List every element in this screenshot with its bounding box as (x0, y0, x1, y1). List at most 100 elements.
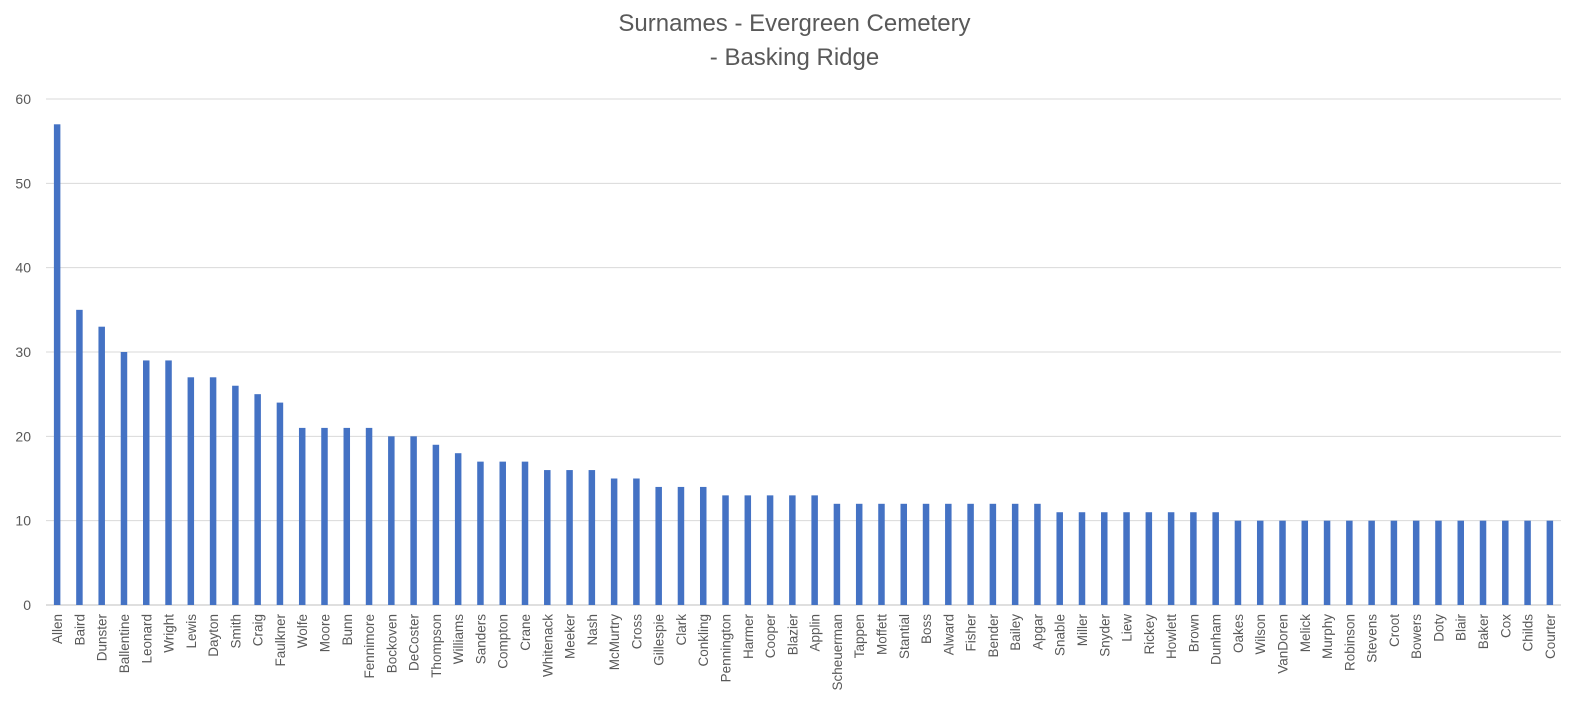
x-tick-label: Bunn (340, 614, 355, 646)
y-tick-label: 10 (15, 513, 31, 529)
y-tick-label: 0 (23, 597, 31, 613)
x-tick-label: Dayton (206, 614, 221, 657)
bar-nash (588, 470, 596, 605)
bar-melick (1301, 520, 1309, 605)
x-tick-label: Nash (585, 614, 600, 646)
bar-fisher (967, 503, 974, 605)
x-tick-label: Faulkner (273, 614, 288, 667)
bar-faulkner (276, 402, 284, 605)
x-tick-label: Childs (1521, 614, 1536, 652)
x-tick-label: Bender (986, 614, 1001, 658)
x-tick-label: Snable (1053, 614, 1068, 656)
y-tick-label: 20 (15, 428, 31, 444)
x-tick-label: Crane (518, 614, 533, 651)
bar-snyder (1101, 512, 1108, 605)
x-tick-label: VanDoren (1276, 614, 1291, 674)
x-tick-label: Blair (1454, 614, 1469, 642)
x-tick-label: Moore (317, 614, 332, 652)
bar-decoster (410, 436, 417, 605)
bar-clark (677, 486, 685, 605)
bar-blair (1457, 520, 1464, 605)
x-tick-label: Applin (808, 614, 823, 652)
x-tick-label: Dunster (95, 614, 110, 662)
y-tick-label: 50 (15, 175, 31, 191)
x-tick-label: Murphy (1320, 614, 1335, 659)
bar-stevens (1368, 520, 1375, 605)
x-tick-label: Blazier (785, 613, 800, 655)
bar-courter (1546, 520, 1554, 605)
x-tick-label: Meeker (563, 613, 578, 659)
chart-title-line-2: - Basking Ridge (709, 44, 880, 71)
bar-gillespie (655, 486, 662, 605)
bar-bailey (1011, 503, 1019, 605)
x-tick-label: Rickey (1142, 614, 1157, 655)
bar-childs (1524, 520, 1531, 605)
x-tick-label: Harmer (741, 614, 756, 660)
x-tick-label: Craig (251, 614, 266, 646)
bar-wolfe (298, 427, 306, 605)
x-tick-label: Fennimore (362, 614, 377, 679)
x-tick-label: Miller (1075, 613, 1090, 646)
y-tick-label: 40 (15, 260, 31, 276)
bar-robinson (1346, 520, 1353, 605)
x-tick-label: McMurtry (607, 614, 622, 670)
bar-applin (811, 495, 818, 605)
bar-blazier (789, 495, 796, 605)
bar-conkling (699, 486, 707, 605)
x-tick-label: Clark (674, 614, 689, 646)
x-tick-label: Stantial (897, 614, 912, 659)
bar-dunham (1212, 512, 1219, 605)
x-tick-label: Robinson (1342, 614, 1357, 671)
x-tick-label: Cross (629, 614, 644, 650)
x-tick-label: Brown (1186, 614, 1201, 652)
x-tick-label: Sanders (473, 614, 488, 665)
bar-fennimore (365, 427, 373, 605)
x-tick-label: Allen (50, 614, 65, 644)
x-tick-label: Oakes (1231, 614, 1246, 653)
x-tick-label: Apgar (1030, 614, 1045, 651)
x-tick-label: DeCoster (407, 614, 422, 672)
bar-apgar (1034, 503, 1041, 605)
x-tick-label: Smith (228, 614, 243, 649)
bar-williams (454, 453, 462, 605)
x-tick-label: Gillespie (652, 614, 667, 666)
x-tick-label: Doty (1431, 614, 1446, 642)
bar-rickey (1145, 512, 1153, 605)
x-tick-label: Alward (941, 614, 956, 655)
bar-wilson (1256, 520, 1264, 605)
bar-doty (1435, 520, 1442, 605)
bar-lewis (187, 377, 195, 605)
x-tick-label: Fisher (964, 614, 979, 652)
bar-harmer (744, 495, 752, 605)
x-tick-label: Howlett (1164, 614, 1179, 659)
y-tick-label: 30 (15, 344, 31, 360)
x-tick-label: Melick (1298, 614, 1313, 653)
x-tick-label: Thompson (429, 614, 444, 678)
x-tick-label: Bockoven (384, 614, 399, 673)
x-tick-label: Scheuerman (830, 614, 845, 691)
bar-pennington (722, 495, 729, 605)
x-tick-label: Leonard (139, 614, 154, 664)
bar-compton (499, 461, 506, 605)
bar-liew (1123, 512, 1130, 605)
bar-moore (321, 427, 328, 605)
x-tick-label: Tappen (852, 614, 867, 658)
bar-craig (254, 394, 261, 605)
x-tick-label: Compton (496, 614, 511, 669)
bar-bowers (1412, 520, 1420, 605)
bar-baker (1479, 520, 1487, 605)
bar-scheuerman (833, 503, 841, 605)
x-tick-label: Baird (72, 614, 87, 646)
x-tick-label: Snyder (1097, 614, 1112, 657)
bar-howlett (1167, 512, 1175, 605)
x-tick-label: Liew (1120, 614, 1135, 642)
x-tick-label: Baker (1476, 614, 1491, 650)
x-tick-label: Wolfe (295, 614, 310, 648)
bar-murphy (1323, 520, 1331, 605)
bar-meeker (566, 470, 573, 605)
bar-stantial (900, 503, 908, 605)
x-tick-label: Lewis (184, 614, 199, 649)
x-tick-label: Moffett (874, 614, 889, 655)
y-tick-label: 60 (15, 91, 31, 107)
